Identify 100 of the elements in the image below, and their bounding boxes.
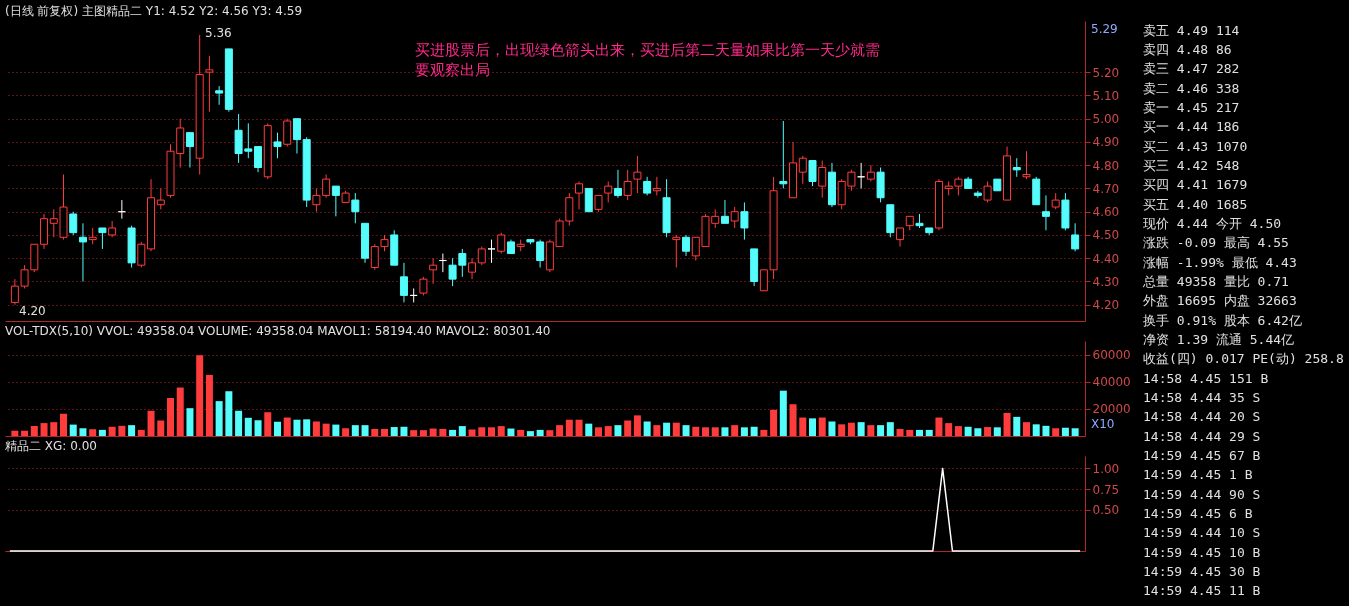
text: 涨幅 -1.99% 最低 4.43 bbox=[1143, 254, 1297, 270]
y-tick-label: 5.00 bbox=[1092, 112, 1120, 127]
bar bbox=[984, 427, 992, 436]
y-tick-label: 4.30 bbox=[1092, 274, 1120, 289]
bar bbox=[624, 420, 632, 436]
bar bbox=[740, 427, 748, 436]
bar bbox=[468, 429, 476, 436]
y-tick-label: 0.75 bbox=[1092, 482, 1120, 497]
bar bbox=[1013, 416, 1021, 436]
text: 收益(四) 0.017 PE(动) 258.8 bbox=[1143, 351, 1344, 367]
text: 现价 4.44 今开 4.50 bbox=[1143, 216, 1282, 231]
candlestick bbox=[98, 227, 107, 250]
bar bbox=[458, 426, 466, 436]
bar bbox=[565, 419, 573, 436]
y-tick-label: 4.60 bbox=[1092, 205, 1120, 220]
bar bbox=[536, 429, 544, 436]
text: 买一 4.44 186 bbox=[1143, 119, 1240, 135]
candlestick bbox=[429, 257, 438, 285]
annotation: 5.36 bbox=[205, 26, 232, 40]
annotation: 4.20 bbox=[19, 304, 46, 318]
text: 14:58 4.44 35 S bbox=[1143, 390, 1261, 405]
candlestick bbox=[798, 155, 807, 185]
candlestick bbox=[399, 262, 408, 303]
text: 外盘 16695 内盘 32663 bbox=[1143, 293, 1297, 309]
bar bbox=[1032, 424, 1040, 436]
bar bbox=[896, 428, 904, 436]
y-tick-label: 0.50 bbox=[1092, 503, 1120, 518]
y-tick-label: 4.80 bbox=[1092, 158, 1120, 173]
bar bbox=[342, 428, 350, 436]
bar bbox=[906, 429, 914, 436]
bar bbox=[643, 421, 651, 436]
bar bbox=[478, 427, 486, 436]
candlestick bbox=[652, 176, 661, 196]
candlestick bbox=[643, 176, 652, 196]
bar bbox=[1042, 425, 1050, 436]
bar bbox=[614, 425, 622, 436]
annotation: 买进股票后，出现绿色箭头出来，买进后第二天量如果比第一天少就需要观察出局 bbox=[415, 41, 880, 79]
y-tick-label: 4.50 bbox=[1092, 228, 1120, 243]
text: 卖一 4.45 217 bbox=[1143, 100, 1240, 115]
y-tick-label: 5.10 bbox=[1092, 88, 1120, 103]
text: 总量 49358 量比 0.71 bbox=[1142, 274, 1289, 289]
bar bbox=[556, 425, 564, 436]
bar bbox=[682, 425, 690, 436]
bar bbox=[332, 424, 340, 436]
bar bbox=[828, 421, 836, 436]
bar bbox=[235, 410, 243, 436]
bar bbox=[60, 413, 67, 436]
bar bbox=[526, 431, 534, 436]
bar bbox=[361, 425, 369, 436]
bar bbox=[877, 425, 885, 436]
candlestick bbox=[497, 232, 506, 255]
bar bbox=[147, 410, 155, 436]
bar bbox=[750, 426, 758, 436]
bar bbox=[935, 417, 943, 436]
bar bbox=[945, 423, 953, 436]
candlestick bbox=[1071, 222, 1080, 252]
y-tick-label: 40000 bbox=[1092, 375, 1131, 390]
candlestick bbox=[584, 187, 593, 213]
bar bbox=[429, 428, 437, 436]
bar bbox=[672, 422, 680, 436]
candlestick bbox=[866, 164, 875, 182]
bar bbox=[390, 427, 398, 436]
bar bbox=[760, 429, 768, 436]
bar bbox=[157, 420, 165, 436]
candlestick bbox=[575, 180, 584, 210]
candlestick bbox=[818, 160, 827, 199]
bar bbox=[196, 355, 204, 436]
candlestick bbox=[468, 257, 477, 280]
candlestick bbox=[283, 118, 292, 148]
chart-title: (日线 前复权) 主图精品二 Y1: 4.52 Y2: 4.56 Y3: 4.59 bbox=[5, 4, 303, 18]
candlestick bbox=[215, 85, 224, 106]
bar bbox=[205, 374, 213, 436]
text: X10 bbox=[1091, 417, 1115, 431]
bar bbox=[419, 430, 427, 436]
bar bbox=[381, 428, 388, 436]
bar bbox=[925, 429, 933, 436]
candlestick bbox=[331, 185, 340, 217]
bar bbox=[254, 420, 262, 436]
bar bbox=[497, 426, 505, 436]
bar bbox=[867, 425, 875, 436]
text: 净资 1.39 流通 5.44亿 bbox=[1143, 332, 1295, 347]
candlestick bbox=[720, 199, 729, 224]
bar bbox=[604, 426, 612, 436]
bar bbox=[847, 422, 855, 436]
bar bbox=[809, 418, 816, 436]
bar bbox=[585, 423, 593, 436]
candlestick bbox=[1022, 150, 1031, 180]
bar bbox=[11, 430, 19, 436]
bar bbox=[410, 430, 418, 436]
candlestick bbox=[604, 180, 613, 203]
candlestick bbox=[730, 206, 739, 229]
candlestick bbox=[254, 146, 263, 173]
bar bbox=[488, 427, 495, 436]
bar bbox=[1003, 412, 1011, 436]
bar bbox=[507, 428, 515, 436]
bar bbox=[244, 417, 252, 436]
text: 14:59 4.45 30 B bbox=[1143, 564, 1261, 579]
candlestick bbox=[78, 222, 87, 282]
candlestick bbox=[808, 160, 817, 187]
bar bbox=[118, 425, 126, 436]
